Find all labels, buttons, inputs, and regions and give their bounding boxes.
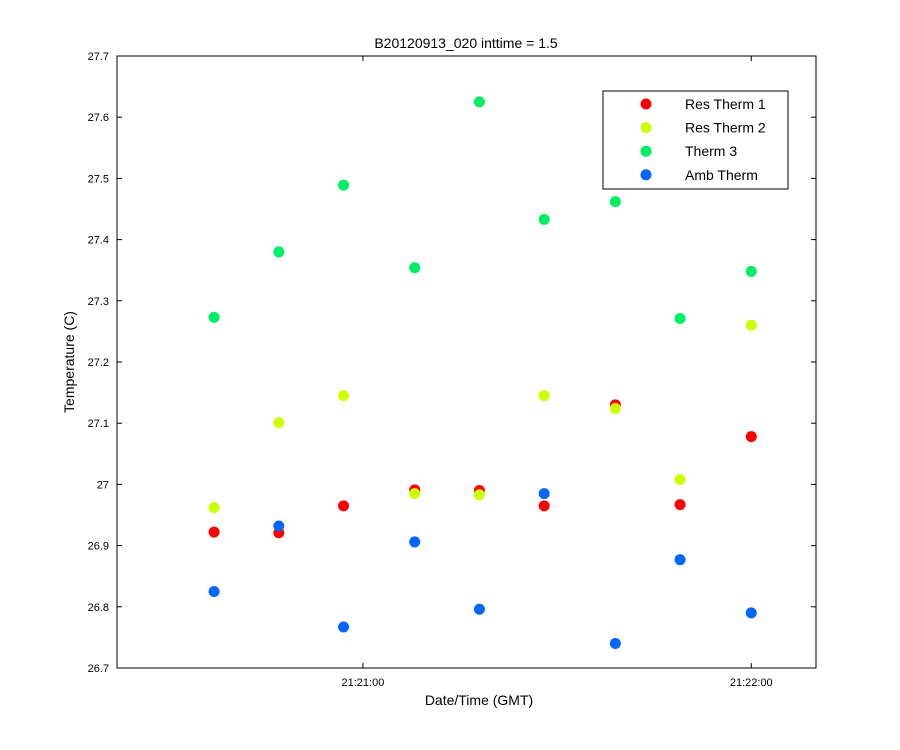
data-point — [538, 500, 550, 512]
legend: Res Therm 1 Res Therm 2 Therm 3 Amb Therm — [602, 90, 789, 190]
data-point — [409, 488, 421, 500]
y-tick-label: 26.8 — [88, 602, 109, 614]
data-point — [538, 488, 550, 500]
y-tick-label: 27.4 — [88, 235, 109, 247]
data-point — [473, 96, 485, 108]
legend-label: Res Therm 2 — [685, 120, 766, 136]
data-point — [208, 502, 220, 514]
data-point — [745, 265, 757, 277]
data-point — [674, 313, 686, 325]
data-point — [208, 586, 220, 597]
chart-title: B20120913_020 inttime = 1.5 — [374, 35, 558, 51]
data-point — [273, 246, 285, 258]
data-point — [208, 526, 220, 538]
y-tick-label: 27.3 — [88, 296, 109, 308]
data-point — [338, 390, 350, 402]
y-axis: 26.7 26.8 26.9 27 27.1 27.2 27.3 27.4 27.5 27.6 27… — [88, 51, 816, 675]
y-axis-title: Temperature (C) — [61, 311, 77, 413]
x-tick-label: 21:21:00 — [342, 677, 385, 689]
y-tick-label: 27 — [97, 479, 109, 491]
data-point — [609, 196, 621, 208]
legend-marker — [640, 145, 652, 157]
data-point — [338, 621, 350, 633]
y-tick-label: 27.1 — [88, 418, 109, 430]
legend-marker — [640, 169, 652, 181]
data-point — [674, 554, 686, 566]
y-tick-label: 27.7 — [88, 51, 109, 63]
data-point — [473, 489, 485, 501]
x-axis: 21:21:00 21:22:00 — [342, 56, 773, 689]
data-points — [208, 96, 757, 650]
data-point — [538, 213, 550, 225]
data-point — [273, 417, 285, 429]
y-tick-label: 27.5 — [88, 173, 109, 185]
x-axis-title: Date/Time (GMT) — [425, 692, 533, 708]
y-tick-label: 26.7 — [88, 663, 109, 675]
legend-label: Amb Therm — [685, 167, 758, 183]
legend-marker — [640, 122, 652, 134]
data-point — [409, 536, 421, 548]
x-tick-label: 21:22:00 — [730, 677, 773, 689]
series-therm-3 — [208, 96, 757, 325]
data-point — [674, 474, 686, 486]
series-amb-therm — [208, 488, 757, 650]
data-point — [273, 520, 285, 532]
y-tick-label: 26.9 — [88, 541, 109, 553]
data-point — [745, 607, 757, 619]
data-point — [538, 390, 550, 402]
y-tick-label: 27.2 — [88, 357, 109, 369]
data-point — [745, 431, 757, 443]
data-point — [409, 262, 421, 274]
legend-label: Res Therm 1 — [685, 96, 766, 112]
y-tick-label: 27.6 — [88, 112, 109, 124]
legend-marker — [640, 98, 652, 110]
legend-label: Therm 3 — [685, 143, 737, 159]
data-point — [338, 179, 350, 191]
legend-box — [602, 90, 789, 190]
data-point — [609, 403, 621, 415]
data-point — [609, 638, 621, 650]
data-point — [473, 603, 485, 615]
data-point — [208, 311, 220, 323]
data-point — [674, 499, 686, 511]
data-point — [338, 500, 350, 512]
data-point — [745, 319, 757, 331]
series-res-therm-2 — [208, 319, 757, 514]
